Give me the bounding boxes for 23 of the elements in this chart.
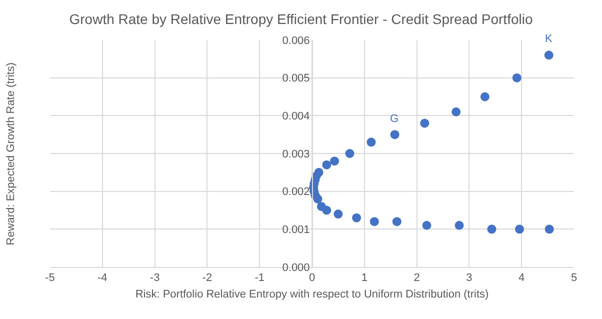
x-tick-label: 2 [414,272,420,284]
x-tick-label: 5 [570,272,578,284]
x-tick-label: -3 [150,272,160,284]
y-tick-label: 0.001 [282,224,310,236]
annotation: G [390,113,399,125]
x-tick-label: 0 [308,272,316,284]
y-tick-label: 0.003 [282,148,310,160]
annotation: K [545,33,553,45]
y-tick-label: 0.002 [282,186,310,198]
x-tick-label: -1 [254,272,264,284]
x-axis-title: Risk: Portfolio Relative Entropy with respect to Uniform Distribution (trits) [135,288,489,300]
y-tick-label: 0.005 [282,72,310,85]
y-tick-label: 0.006 [282,34,310,47]
x-tick-label: 4 [518,272,525,284]
y-axis-title: Reward: Expected Growth Rate (trits) [5,62,18,246]
x-tick-label: 1 [361,272,368,284]
x-tick-label: -4 [98,272,108,284]
x-tick-label: -5 [45,272,55,284]
chart-title: Growth Rate by Relative Entropy Efficient Frontier - Credit Spread Portfolio [69,11,533,28]
y-tick-label: 0.000 [282,262,310,274]
y-tick-label: 0.004 [282,110,310,123]
x-tick-label: 3 [466,272,472,284]
x-tick-label: -2 [202,272,212,284]
